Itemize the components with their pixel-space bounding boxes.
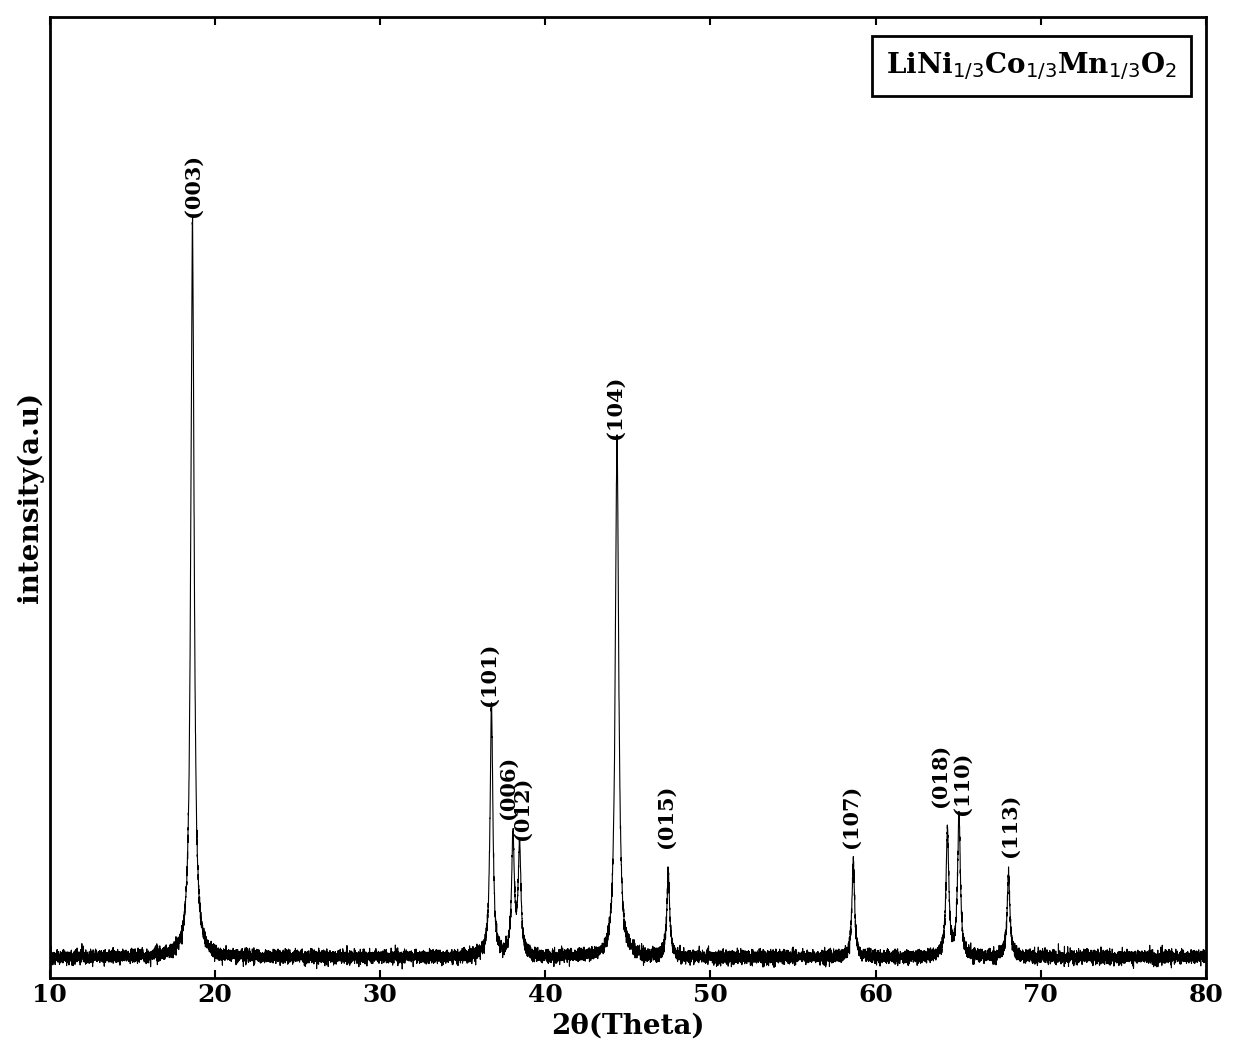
Text: (006): (006) bbox=[498, 756, 518, 819]
Text: (101): (101) bbox=[479, 643, 498, 706]
Text: LiNi$_{1/3}$Co$_{1/3}$Mn$_{1/3}$O$_{2}$: LiNi$_{1/3}$Co$_{1/3}$Mn$_{1/3}$O$_{2}$ bbox=[885, 51, 1177, 82]
Text: (113): (113) bbox=[999, 793, 1019, 856]
Y-axis label: intensity(a.u): intensity(a.u) bbox=[16, 392, 45, 603]
Text: (104): (104) bbox=[605, 375, 625, 439]
Text: (003): (003) bbox=[182, 154, 202, 218]
Text: (012): (012) bbox=[512, 776, 532, 840]
Text: (015): (015) bbox=[656, 785, 676, 848]
Text: (110): (110) bbox=[951, 752, 971, 815]
X-axis label: 2θ(Theta): 2θ(Theta) bbox=[551, 1013, 704, 1039]
Text: (107): (107) bbox=[841, 785, 861, 848]
Text: (018): (018) bbox=[930, 743, 950, 807]
